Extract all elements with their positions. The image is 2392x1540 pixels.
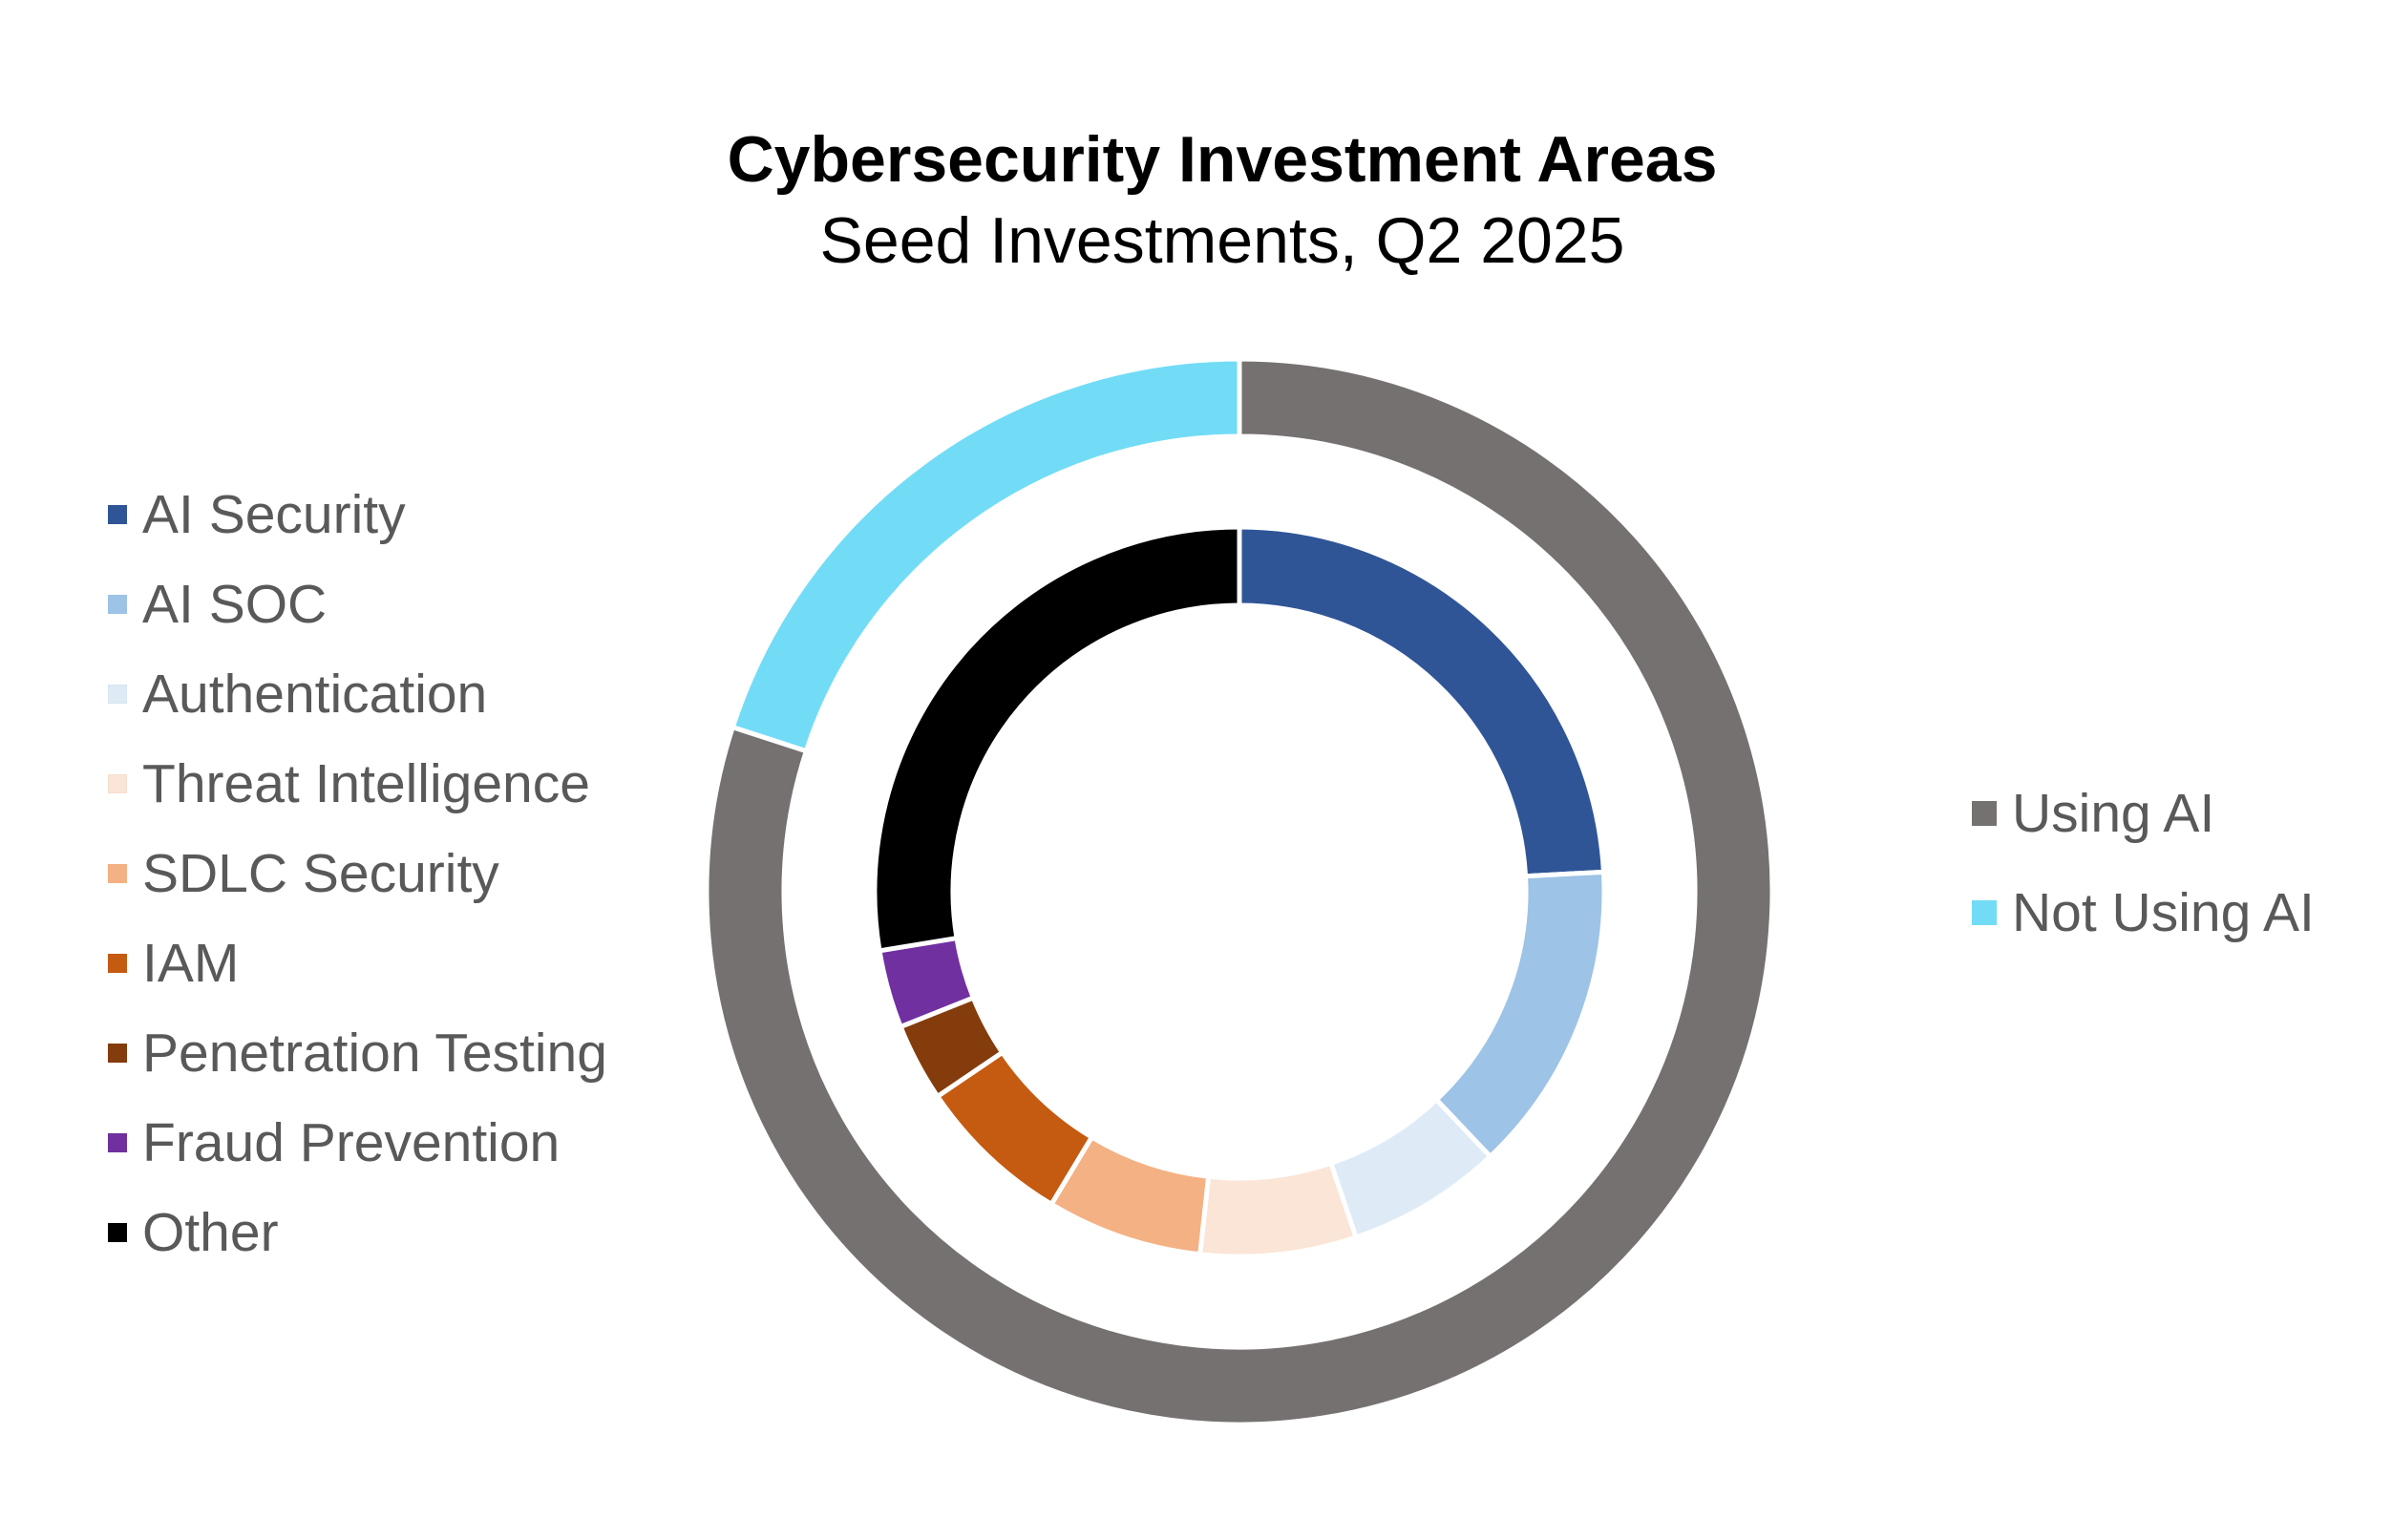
legend-item-ai-soc: AI SOC	[108, 559, 607, 649]
inner-ring	[872, 524, 1607, 1259]
outer-slice-not-using-ai	[730, 356, 1242, 754]
legend-label: Not Using AI	[2012, 882, 2315, 943]
inner-slice-other	[872, 524, 1242, 954]
legend-swatch	[1972, 900, 1997, 925]
outer-slice-using-ai	[704, 356, 1775, 1427]
legend-item-iam: IAM	[108, 918, 607, 1008]
legend-item-ai-security: AI Security	[108, 470, 607, 559]
legend-label: Threat Intelligence	[142, 753, 590, 814]
legend-label: AI SOC	[142, 574, 328, 635]
inner-slice-ai-security	[1237, 524, 1606, 879]
legend-swatch	[108, 685, 127, 704]
legend-outer-ring: Using AI Not Using AI	[1972, 764, 2315, 962]
legend-item-using-ai: Using AI	[1972, 764, 2315, 863]
legend-swatch	[108, 1223, 127, 1242]
legend-item-other: Other	[108, 1188, 607, 1277]
legend-swatch	[108, 1133, 127, 1152]
inner-slice-threat-intelligence	[1197, 1160, 1359, 1259]
legend-swatch	[108, 595, 127, 614]
legend-inner-ring: AI Security AI SOC Authentication Threat In…	[108, 470, 607, 1277]
legend-label: Authentication	[142, 664, 488, 725]
legend-item-authentication: Authentication	[108, 649, 607, 739]
legend-swatch	[108, 505, 127, 524]
legend-label: AI Security	[142, 484, 406, 545]
legend-swatch	[108, 864, 127, 883]
chart-title: Cybersecurity Investment Areas	[728, 123, 1718, 196]
legend-swatch	[1972, 801, 1997, 826]
legend-item-penetration-testing: Penetration Testing	[108, 1008, 607, 1098]
legend-label: IAM	[142, 933, 240, 994]
legend-item-fraud-prevention: Fraud Prevention	[108, 1098, 607, 1188]
legend-label: Fraud Prevention	[142, 1112, 561, 1173]
legend-label: Using AI	[2012, 783, 2215, 844]
legend-item-threat-intelligence: Threat Intelligence	[108, 739, 607, 829]
legend-item-not-using-ai: Not Using AI	[1972, 863, 2315, 962]
legend-label: SDLC Security	[142, 843, 499, 904]
outer-ring	[704, 356, 1775, 1427]
legend-swatch	[108, 774, 127, 793]
legend-label: Other	[142, 1202, 279, 1263]
legend-item-sdlc-security: SDLC Security	[108, 829, 607, 918]
chart-subtitle: Seed Investments, Q2 2025	[820, 204, 1625, 277]
legend-swatch	[108, 954, 127, 973]
legend-label: Penetration Testing	[142, 1023, 607, 1084]
inner-slice-ai-soc	[1433, 869, 1607, 1159]
legend-swatch	[108, 1044, 127, 1063]
